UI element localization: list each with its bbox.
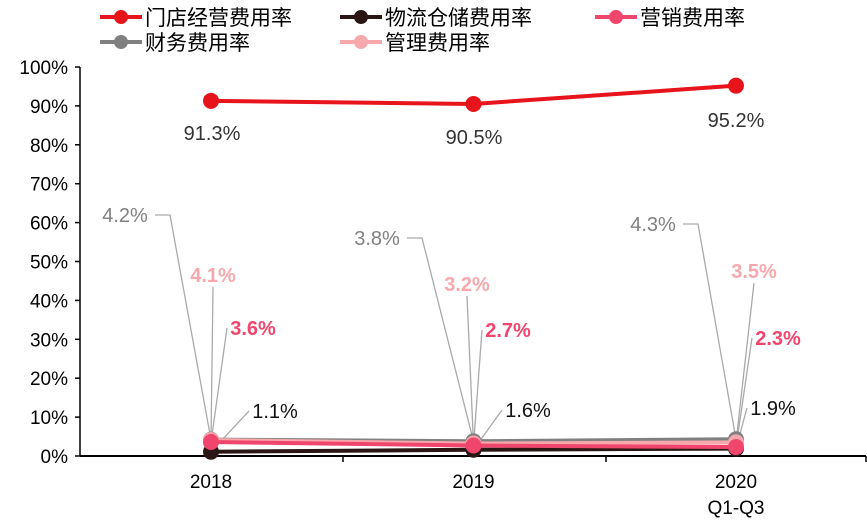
data-label: 2.7% — [485, 320, 531, 342]
data-label: 4.1% — [190, 265, 236, 287]
leader-line — [210, 327, 228, 443]
data-label: 3.5% — [731, 261, 777, 283]
legend-label: 管理费用率 — [385, 32, 490, 55]
data-point — [465, 95, 482, 112]
data-label: 2.3% — [755, 328, 801, 350]
data-label: 95.2% — [708, 110, 765, 132]
legend-item: 门店经营费用率 — [100, 7, 292, 30]
leader-line — [155, 214, 212, 440]
data-label: 3.8% — [354, 228, 400, 250]
legend-label: 门店经营费用率 — [145, 7, 292, 30]
y-tick-label: 40% — [30, 291, 68, 312]
y-tick-label: 80% — [30, 136, 68, 157]
legend-item: 管理费用率 — [340, 32, 490, 55]
data-label: 1.1% — [252, 401, 298, 423]
data-label: 3.6% — [230, 318, 276, 340]
x-tick-label: 2020 — [715, 472, 757, 493]
data-point — [203, 433, 219, 450]
legend-item: 物流仓储费用率 — [340, 7, 532, 30]
data-label: 91.3% — [184, 123, 241, 145]
y-tick-label: 70% — [30, 175, 68, 196]
y-tick-label: 10% — [30, 408, 68, 429]
leader-line — [735, 337, 753, 448]
y-tick-label: 100% — [19, 58, 68, 79]
legend-marker-icon — [354, 35, 368, 49]
legend-marker-icon — [609, 10, 623, 24]
leader-line — [735, 282, 755, 443]
y-tick-label: 20% — [30, 369, 68, 390]
data-label: 90.5% — [446, 127, 503, 149]
leader-line — [407, 237, 475, 442]
legend-marker-icon — [354, 10, 368, 24]
y-tick-label: 90% — [30, 97, 68, 118]
data-label: 1.9% — [750, 398, 796, 420]
leader-line — [472, 329, 483, 446]
data-label: 1.6% — [505, 400, 551, 422]
y-tick-label: 0% — [41, 447, 69, 468]
data-label: 4.3% — [630, 214, 676, 236]
data-point — [728, 77, 744, 94]
data-point — [728, 439, 744, 456]
legend-label: 财务费用率 — [145, 32, 250, 55]
legend-marker-icon — [114, 10, 128, 24]
x-tick-label: Q1-Q3 — [707, 498, 764, 519]
y-tick-label: 30% — [30, 330, 68, 351]
legend-item: 营销费用率 — [595, 7, 745, 30]
data-label: 3.2% — [444, 274, 490, 296]
legend-label: 物流仓储费用率 — [385, 7, 532, 30]
leader-line — [683, 223, 737, 440]
data-label: 4.2% — [102, 205, 148, 227]
y-tick-label: 60% — [30, 214, 68, 235]
data-point — [203, 92, 219, 109]
data-point — [465, 437, 482, 454]
y-tick-label: 50% — [30, 253, 68, 274]
legend-label: 营销费用率 — [640, 7, 745, 30]
leader-line — [466, 295, 475, 444]
leader-line — [210, 286, 214, 441]
x-tick-label: 2019 — [452, 472, 494, 493]
legend-marker-icon — [114, 35, 128, 49]
legend-item: 财务费用率 — [100, 32, 250, 55]
x-tick-label: 2018 — [190, 472, 232, 493]
